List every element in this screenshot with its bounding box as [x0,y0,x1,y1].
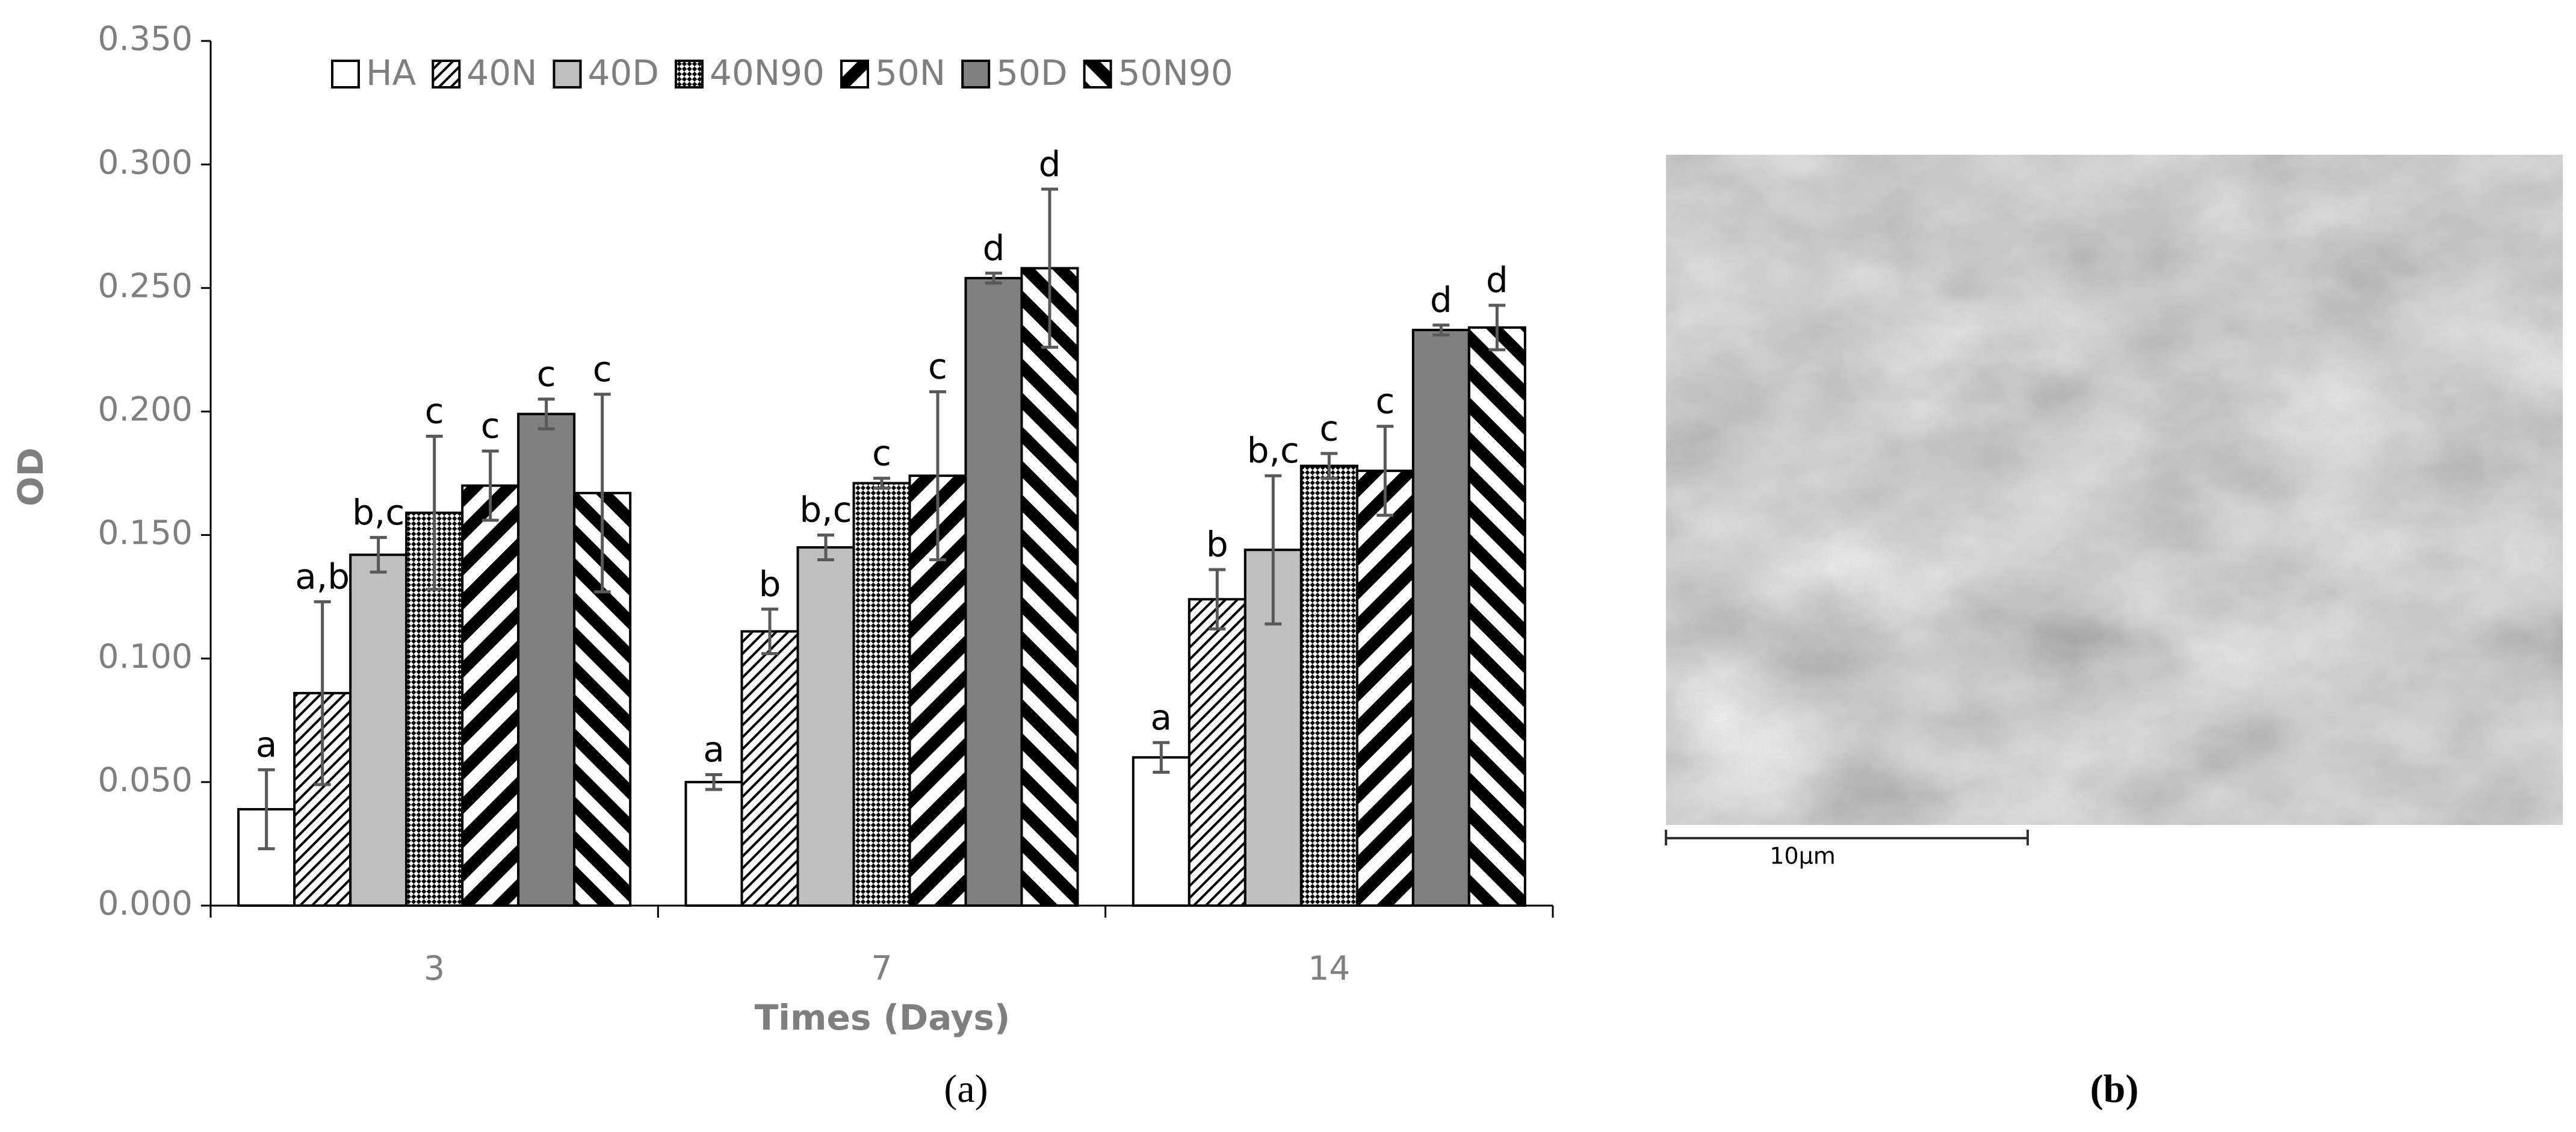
error-bar [705,773,722,791]
y-tick-label: 0.300 [98,143,193,181]
legend-label: 50D [996,52,1067,93]
bar [796,546,855,907]
legend-label: 50N90 [1118,52,1233,93]
error-bar [314,600,331,786]
error-bar [537,397,555,431]
error-bar [593,393,611,594]
significance-label: c [537,353,556,394]
legend-swatch [840,60,869,89]
legend-label: 40N90 [710,52,825,93]
significance-label: d [983,228,1005,269]
significance-label: c [425,391,444,432]
x-tick-label: 7 [872,949,893,987]
error-bar [1209,568,1226,630]
scale-bar-label: 10μm [1769,843,1836,869]
significance-label: d [1039,143,1061,184]
y-tick-label: 0.250 [98,266,193,305]
legend-swatch [331,60,360,89]
legend-swatch [674,60,704,89]
significance-label: a [1151,697,1172,738]
significance-label: c [481,405,500,446]
error-bar [481,449,499,522]
scale-bar [1665,830,2029,845]
legend-swatch [432,60,461,89]
panel-label: (a) [944,1067,988,1111]
significance-label: a [256,724,277,765]
error-bar [370,536,387,574]
error-bar [761,608,778,656]
error-bar [258,768,275,851]
significance-label: c [872,432,891,473]
error-bar [1265,474,1282,626]
significance-label: d [1430,279,1452,320]
bar-chart: 0.000 0.050 0.100 0.150 0.200 0.250 0.300 0.350… [98,19,1554,987]
significance-label: c [593,349,612,390]
significance-label: c [928,346,947,387]
legend-swatch [961,60,991,89]
legend-label: 40N [466,52,537,93]
bar [1355,469,1414,907]
bar [1132,756,1190,907]
panel-label: (b) [2090,1067,2139,1111]
bar [1411,329,1470,907]
significance-label: b [1206,524,1228,565]
bar [1020,267,1079,907]
significance-label: a [703,729,725,770]
error-bar [985,272,1002,285]
significance-label: b,c [1247,430,1299,471]
bar [1467,326,1526,907]
bar [1187,598,1246,907]
significance-label: c [1319,408,1339,449]
significance-label: d [1486,260,1508,300]
bar [964,276,1023,907]
y-tick-label: 0.350 [98,19,193,58]
x-tick-label: 14 [1308,949,1350,987]
legend-label: 50N [875,52,946,93]
bar [349,553,408,907]
error-bar [1488,303,1506,352]
y-tick-label: 0.100 [98,637,193,676]
error-bar [1321,452,1338,480]
significance-label: b,c [352,492,404,533]
bar [517,412,576,907]
y-axis-title: OD [10,447,51,506]
y-tick-label: 0.050 [98,760,193,799]
x-axis-title: Times (Days) [755,997,1011,1038]
error-bar [1153,741,1170,774]
significance-label: b [759,564,781,605]
significance-label: b,c [799,490,852,530]
bar [852,482,911,907]
error-bar [1041,187,1058,349]
bar [684,780,743,907]
significance-label: a,b [295,556,350,597]
legend-label: 40D [588,52,659,93]
y-tick-label: 0.200 [98,390,193,429]
bar [461,484,520,907]
error-bar [1376,424,1394,517]
x-tick-label: 3 [424,949,445,987]
sem-grain [1666,155,2563,825]
y-tick-label: 0.000 [98,884,193,922]
error-bar [426,434,443,591]
significance-label: c [1375,381,1395,421]
legend-label: HA [366,52,416,93]
sem-image [1666,155,2563,825]
error-bar [817,533,834,562]
error-bar [1432,323,1450,337]
error-bar [929,390,946,562]
y-tick-label: 0.150 [98,514,193,552]
legend-swatch [1083,60,1112,89]
error-bar [873,476,890,490]
bar [1299,464,1358,907]
bar [740,630,799,907]
legend-swatch [553,60,582,89]
